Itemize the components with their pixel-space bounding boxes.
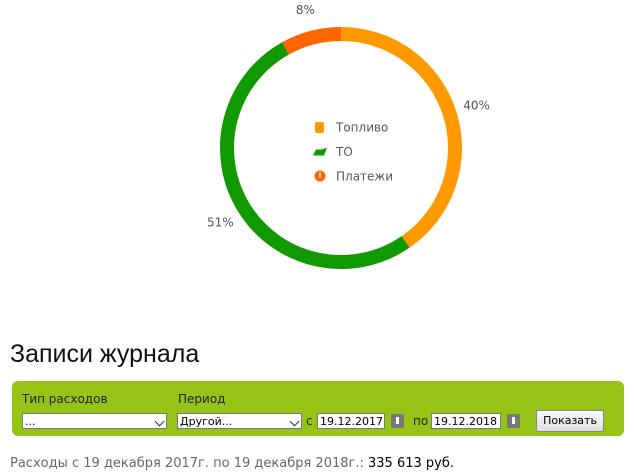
to-date[interactable]: 19.12.2018 [431,413,501,429]
donut-segment [220,42,410,269]
period-select[interactable]: Другой... [177,413,302,429]
from-calendar[interactable] [391,414,404,428]
donut-segment [340,27,462,248]
donut-segment [282,27,342,55]
journal-title: Записи журнала [10,340,200,368]
summary-text: Расходы с 19 декабря 2017г. по 19 декабр… [10,456,364,471]
summary-total: 335 613 руб. [368,456,454,471]
value-label: 40% [463,98,490,112]
legend-icon-mark [319,172,321,178]
from-label: с [306,414,313,428]
from-date[interactable]: 19.12.2017 [317,413,385,429]
type-select[interactable]: ... [22,413,167,429]
value-label: 8% [296,3,315,17]
to-calendar[interactable] [507,414,520,428]
expense-chart: 40% Топливо 51% ТО 8% Платежи [207,3,490,269]
legend-label: Топливо [335,121,388,135]
legend-label: ТО [335,145,353,159]
type-label: Тип расходов [22,392,108,406]
summary: Расходы с 19 декабря 2017г. по 19 декабр… [10,456,454,471]
period-label: Период [178,392,226,406]
legend-icon [315,122,324,133]
to-label: по [413,414,429,428]
legend-label: Платежи [336,170,393,184]
value-label: 51% [207,215,234,229]
legend-icon [313,147,327,156]
show-button[interactable]: Показать [536,410,604,432]
